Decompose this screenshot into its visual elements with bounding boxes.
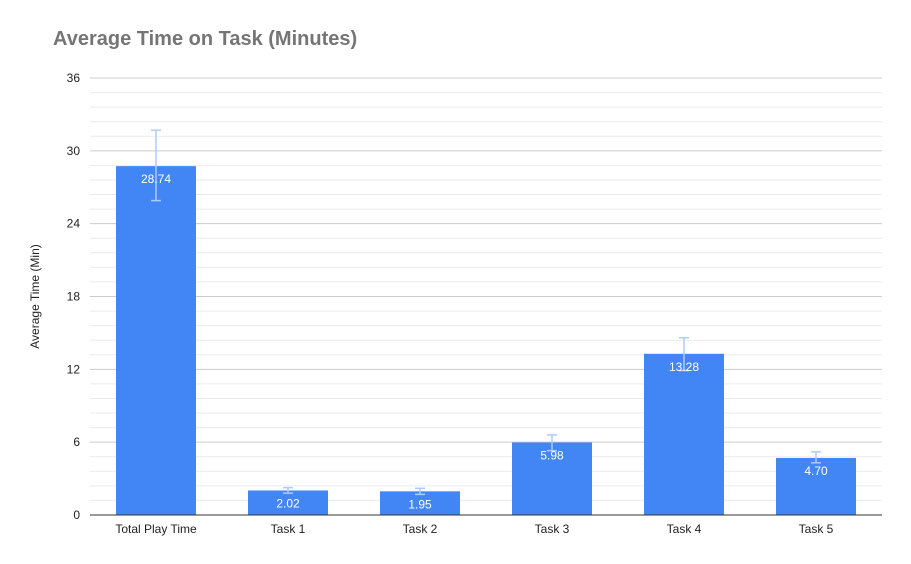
bars — [116, 166, 856, 515]
x-tick-label: Task 4 — [667, 522, 702, 536]
x-tick-label: Task 5 — [799, 522, 834, 536]
x-axis-ticks: Total Play Time Task 1 Task 2 Task 3 Task 4 T… — [115, 522, 833, 536]
x-tick-label: Task 3 — [535, 522, 570, 536]
x-tick-label: Task 2 — [403, 522, 438, 536]
chart-title: Average Time on Task (Minutes) — [53, 28, 358, 50]
error-bars — [151, 129, 821, 496]
bar — [644, 353, 724, 515]
data-label: 13.28 — [669, 360, 699, 374]
data-labels: 28.74 2.02 1.95 5.98 13.28 4.70 — [141, 172, 828, 511]
bar — [776, 457, 856, 515]
bar — [380, 491, 460, 515]
x-tick-label: Task 1 — [271, 522, 306, 536]
y-tick-label: 18 — [67, 290, 81, 304]
y-tick-label: 36 — [67, 71, 81, 85]
gridlines — [90, 77, 882, 501]
y-axis-title: Average Time (Min) — [28, 244, 42, 348]
y-tick-label: 6 — [73, 435, 80, 449]
y-axis-ticks: 0 6 12 18 24 30 36 — [67, 71, 81, 522]
x-tick-label: Total Play Time — [115, 522, 197, 536]
bar — [512, 442, 592, 515]
y-tick-label: 24 — [67, 217, 81, 231]
data-label: 28.74 — [141, 172, 171, 186]
y-tick-label: 12 — [67, 362, 81, 376]
data-label: 2.02 — [276, 496, 300, 510]
y-tick-label: 0 — [73, 508, 80, 522]
data-label: 4.70 — [804, 464, 828, 478]
data-label: 5.98 — [540, 448, 564, 462]
bar — [116, 166, 196, 515]
data-label: 1.95 — [408, 497, 432, 511]
y-tick-label: 30 — [67, 144, 81, 158]
bar — [248, 490, 328, 515]
